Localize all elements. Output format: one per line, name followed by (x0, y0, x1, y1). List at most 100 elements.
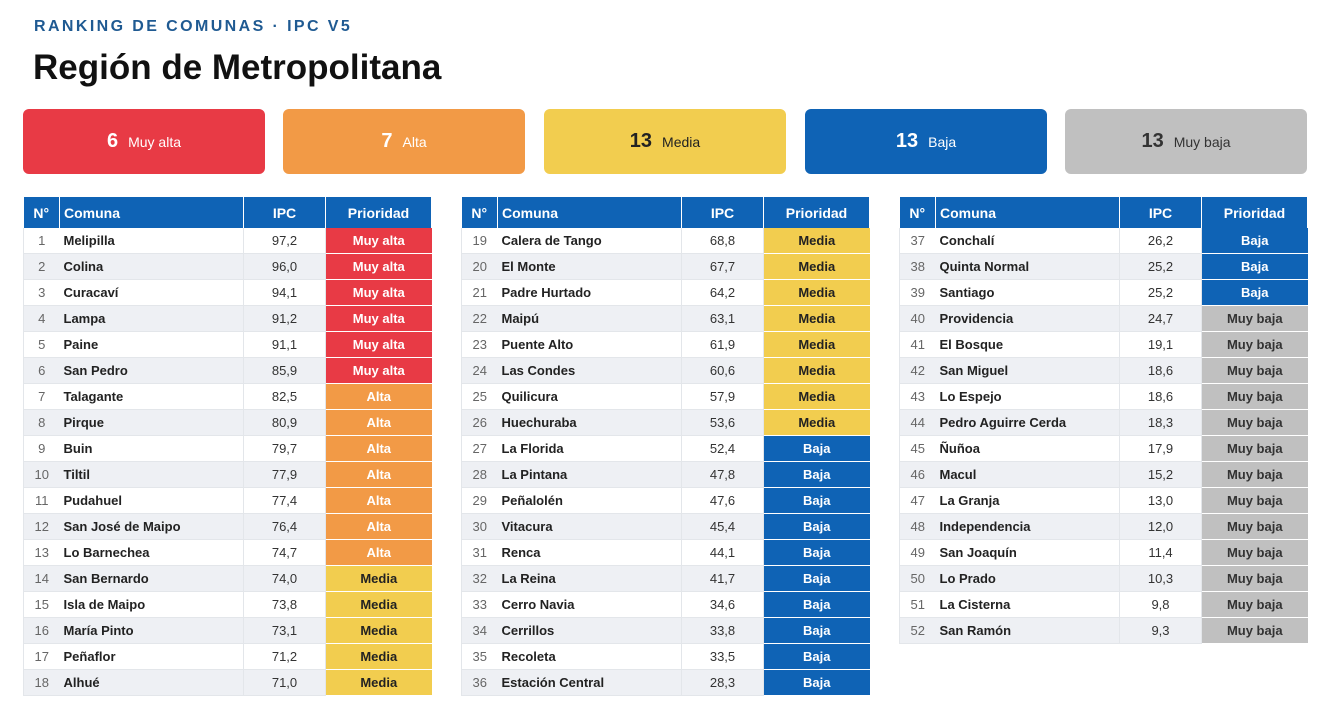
priority-badge: Baja (1201, 228, 1308, 254)
ipc-cell: 61,9 (681, 331, 764, 358)
table-row: 19 Calera de Tango 68,8 Media (461, 228, 870, 254)
rank-cell: 22 (461, 305, 498, 332)
rank-cell: 14 (23, 565, 60, 592)
rank-cell: 43 (899, 383, 936, 410)
table-row: 20 El Monte 67,7 Media (461, 253, 870, 280)
summary-count: 13 (629, 130, 653, 152)
table-row: 7 Talagante 82,5 Alta (23, 383, 432, 410)
comuna-cell: La Florida (497, 435, 682, 462)
priority-badge: Baja (763, 617, 870, 644)
ipc-cell: 71,2 (243, 643, 326, 670)
priority-badge: Muy baja (1201, 383, 1308, 410)
rank-cell: 33 (461, 591, 498, 618)
table-row: 45 Ñuñoa 17,9 Muy baja (899, 435, 1308, 462)
priority-badge: Muy baja (1201, 435, 1308, 462)
rank-cell: 29 (461, 487, 498, 514)
summary-card-muy-alta: 6 Muy alta (23, 109, 265, 174)
rank-cell: 20 (461, 253, 498, 280)
priority-badge: Baja (1201, 253, 1308, 280)
ipc-cell: 77,4 (243, 487, 326, 514)
rank-cell: 38 (899, 253, 936, 280)
priority-summary: 6 Muy alta 7 Alta 13 Media 13 Baja 13 Mu… (23, 109, 1307, 174)
priority-badge: Media (325, 643, 432, 670)
comuna-cell: La Pintana (497, 461, 682, 488)
rank-cell: 32 (461, 565, 498, 592)
ipc-cell: 18,3 (1119, 409, 1202, 436)
table-row: 26 Huechuraba 53,6 Media (461, 409, 870, 436)
summary-label: Muy alta (128, 133, 182, 150)
priority-badge: Muy baja (1201, 513, 1308, 540)
rank-cell: 36 (461, 669, 498, 696)
ipc-cell: 34,6 (681, 591, 764, 618)
ipc-cell: 18,6 (1119, 383, 1202, 410)
rank-cell: 25 (461, 383, 498, 410)
rank-cell: 28 (461, 461, 498, 488)
ipc-cell: 94,1 (243, 279, 326, 306)
column-header-ipc: IPC (681, 197, 764, 228)
table-row: 21 Padre Hurtado 64,2 Media (461, 279, 870, 306)
ipc-cell: 33,5 (681, 643, 764, 670)
priority-badge: Muy baja (1201, 487, 1308, 514)
priority-badge: Media (325, 669, 432, 696)
ipc-cell: 91,1 (243, 331, 326, 358)
table-row: 34 Cerrillos 33,8 Baja (461, 617, 870, 644)
comuna-cell: El Bosque (935, 331, 1120, 358)
table-row: 13 Lo Barnechea 74,7 Alta (23, 539, 432, 566)
priority-badge: Muy baja (1201, 409, 1308, 436)
priority-badge: Muy baja (1201, 617, 1308, 644)
comuna-cell: Providencia (935, 305, 1120, 332)
rank-cell: 3 (23, 279, 60, 306)
priority-badge: Media (325, 591, 432, 618)
priority-badge: Muy baja (1201, 305, 1308, 332)
comuna-cell: Lampa (59, 305, 244, 332)
ipc-cell: 63,1 (681, 305, 764, 332)
ipc-cell: 26,2 (1119, 228, 1202, 254)
comuna-cell: Buin (59, 435, 244, 462)
ipc-cell: 25,2 (1119, 253, 1202, 280)
ipc-cell: 74,7 (243, 539, 326, 566)
comuna-cell: Pirque (59, 409, 244, 436)
ipc-cell: 9,3 (1119, 617, 1202, 644)
ipc-cell: 33,8 (681, 617, 764, 644)
table-row: 25 Quilicura 57,9 Media (461, 383, 870, 410)
comuna-cell: Pudahuel (59, 487, 244, 514)
ipc-cell: 97,2 (243, 228, 326, 254)
ipc-cell: 24,7 (1119, 305, 1202, 332)
table-row: 24 Las Condes 60,6 Media (461, 357, 870, 384)
comuna-cell: Alhué (59, 669, 244, 696)
rank-cell: 24 (461, 357, 498, 384)
column-header-prioridad: Prioridad (1201, 197, 1308, 228)
priority-badge: Muy baja (1201, 591, 1308, 618)
comuna-cell: Puente Alto (497, 331, 682, 358)
priority-badge: Media (325, 565, 432, 592)
priority-badge: Muy alta (325, 331, 432, 358)
summary-label: Alta (402, 133, 427, 150)
rank-cell: 13 (23, 539, 60, 566)
ipc-cell: 41,7 (681, 565, 764, 592)
column-header-comuna: Comuna (59, 197, 244, 228)
priority-badge: Media (763, 279, 870, 306)
comuna-cell: Renca (497, 539, 682, 566)
comuna-cell: Pedro Aguirre Cerda (935, 409, 1120, 436)
priority-badge: Media (763, 253, 870, 280)
ipc-cell: 47,6 (681, 487, 764, 514)
summary-label: Muy baja (1173, 133, 1231, 150)
column-header-comuna: Comuna (935, 197, 1120, 228)
rank-cell: 44 (899, 409, 936, 436)
comuna-cell: La Granja (935, 487, 1120, 514)
rank-cell: 8 (23, 409, 60, 436)
ipc-cell: 17,9 (1119, 435, 1202, 462)
comuna-cell: San Joaquín (935, 539, 1120, 566)
table-row: 1 Melipilla 97,2 Muy alta (23, 228, 432, 254)
rank-cell: 21 (461, 279, 498, 306)
rank-cell: 35 (461, 643, 498, 670)
ranking-table-3: N° Comuna IPC Prioridad 37 Conchalí 26,2 Baja 38… (899, 197, 1308, 644)
priority-badge: Baja (763, 435, 870, 462)
ipc-cell: 10,3 (1119, 565, 1202, 592)
rank-cell: 2 (23, 253, 60, 280)
priority-badge: Muy alta (325, 305, 432, 332)
summary-count: 13 (1141, 130, 1164, 152)
rank-cell: 9 (23, 435, 60, 462)
comuna-cell: Paine (59, 331, 244, 358)
ipc-cell: 74,0 (243, 565, 326, 592)
